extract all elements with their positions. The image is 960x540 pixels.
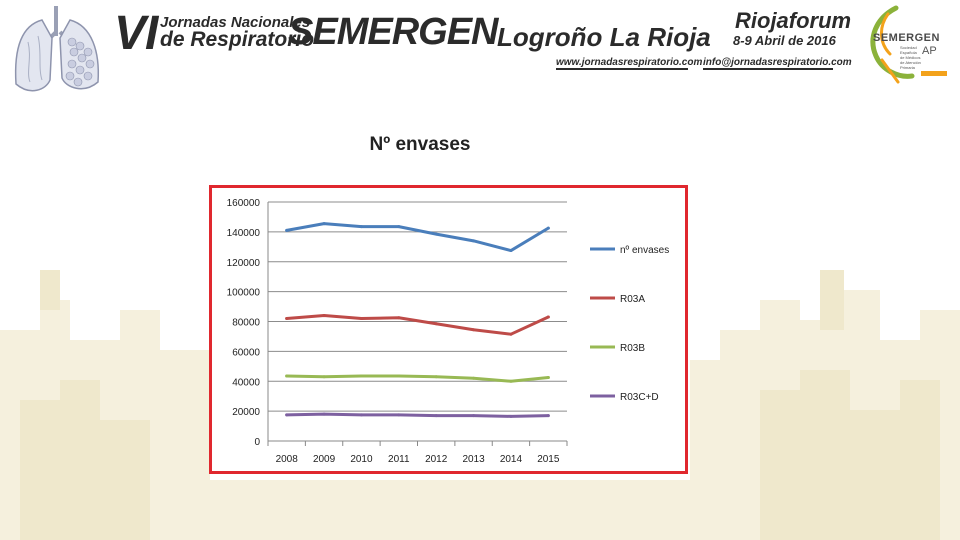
y-tick-label: 0 — [254, 437, 260, 448]
series-line — [285, 412, 550, 418]
line-chart: 0 20000 40000 60000 80000 100000 120000 140000 1… — [227, 198, 670, 465]
data-point — [359, 317, 363, 321]
data-point — [509, 249, 513, 253]
logo-subtitle: Sociedad Española de Médicos de Atención… — [900, 45, 921, 70]
event-venue: Riojaforum — [735, 8, 852, 33]
y-tick-label: 100000 — [227, 288, 261, 299]
data-point — [359, 374, 363, 378]
data-point — [397, 225, 401, 229]
series-line — [285, 314, 550, 336]
logo-ap: AP — [922, 45, 937, 57]
event-title-line1: Jornadas Nacionales — [160, 14, 311, 31]
legend-label: R03A — [620, 294, 645, 305]
data-point — [546, 376, 550, 380]
data-point — [285, 317, 289, 321]
data-point — [397, 374, 401, 378]
organization-name: SEMERGEN — [288, 11, 498, 53]
series-line — [285, 222, 550, 253]
lungs-illustration-icon — [14, 6, 100, 92]
edition-number: VI — [114, 7, 158, 60]
y-tick-label: 140000 — [227, 228, 261, 239]
data-point — [285, 228, 289, 232]
legend-label: nº envases — [620, 245, 669, 256]
data-point — [322, 222, 326, 226]
data-point — [359, 225, 363, 229]
y-tick-label: 120000 — [227, 258, 261, 269]
data-point — [285, 374, 289, 378]
x-tick-label: 2014 — [500, 454, 523, 465]
y-tick-label: 160000 — [227, 198, 261, 209]
chart-frame — [209, 185, 688, 474]
x-tick-label: 2010 — [350, 454, 373, 465]
data-point — [472, 239, 476, 243]
x-tick-label: 2008 — [276, 454, 299, 465]
data-point — [546, 414, 550, 418]
data-point — [472, 414, 476, 418]
event-dates: 8-9 Abril de 2016 — [733, 33, 836, 48]
data-point — [434, 414, 438, 418]
email-link[interactable]: info@jornadasrespiratorio.com — [703, 57, 852, 68]
legend-label: R03C+D — [620, 392, 659, 403]
data-point — [509, 332, 513, 336]
legend-label: R03B — [620, 343, 645, 354]
data-point — [434, 322, 438, 326]
x-tick-label: 2013 — [462, 454, 485, 465]
logo-tag — [921, 71, 947, 76]
data-point — [434, 375, 438, 379]
data-point — [322, 375, 326, 379]
data-point — [285, 413, 289, 417]
website-underline — [556, 68, 688, 70]
data-point — [472, 328, 476, 332]
y-tick-label: 80000 — [232, 318, 260, 329]
email-underline — [703, 68, 833, 70]
event-banner: VI Jornadas Nacionales de Respiratorio S… — [0, 0, 960, 102]
data-point — [509, 379, 513, 383]
y-tick-label: 20000 — [232, 407, 260, 418]
data-point — [397, 316, 401, 320]
x-tick-label: 2012 — [425, 454, 448, 465]
logo-name: SEMERGEN — [873, 32, 940, 44]
data-point — [322, 314, 326, 318]
event-city: Logroño La Rioja — [497, 22, 711, 52]
data-point — [472, 376, 476, 380]
data-point — [397, 413, 401, 417]
event-title-line2: de Respiratorio — [160, 28, 315, 51]
x-tick-label: 2015 — [537, 454, 560, 465]
data-point — [546, 226, 550, 230]
data-point — [322, 412, 326, 416]
y-tick-label: 40000 — [232, 377, 260, 388]
series-line — [285, 374, 550, 383]
data-point — [434, 232, 438, 236]
data-point — [509, 414, 513, 418]
x-tick-label: 2009 — [313, 454, 336, 465]
data-point — [359, 413, 363, 417]
website-link[interactable]: www.jornadasrespiratorio.com — [556, 57, 703, 68]
semergen-logo-icon — [870, 5, 915, 84]
data-point — [546, 315, 550, 319]
slide-title: Nº envases — [369, 134, 471, 155]
y-tick-label: 60000 — [232, 347, 260, 358]
x-tick-label: 2011 — [388, 454, 410, 465]
